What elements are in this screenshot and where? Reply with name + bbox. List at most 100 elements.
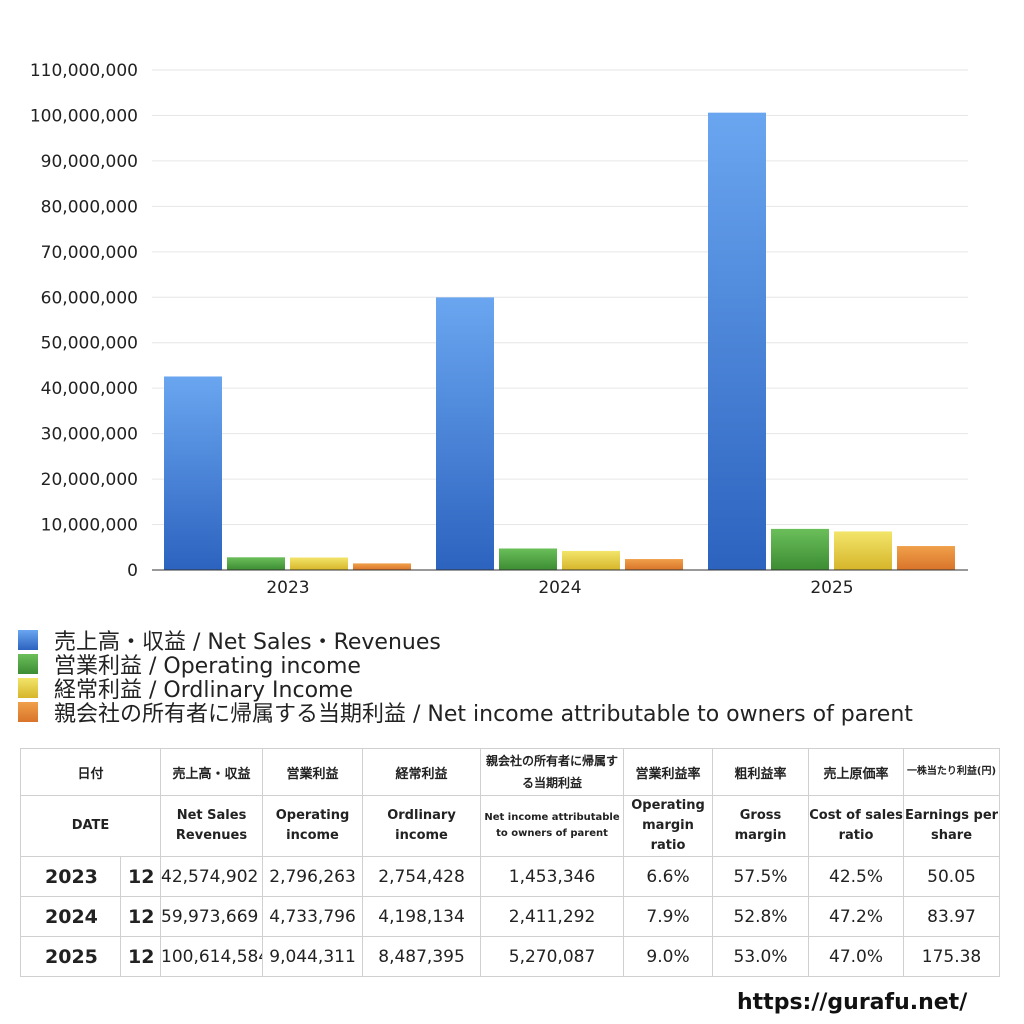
cell-month: 12 — [119, 856, 162, 897]
header-gross-jp: 粗利益率 — [712, 748, 810, 796]
cell-op-ratio: 6.6% — [623, 856, 714, 897]
cell-gross: 52.8% — [712, 896, 810, 937]
cell-year: 2025 — [20, 936, 121, 977]
bar-2025-series-0 — [708, 112, 766, 570]
legend-swatch-sales — [18, 630, 38, 650]
header-date-jp: 日付 — [19, 748, 162, 796]
cell-cost: 47.0% — [808, 936, 905, 977]
legend-swatch-net-income — [18, 702, 38, 722]
cell-sales: 100,614,584 — [160, 936, 264, 977]
legend: 売上高・収益 / Net Sales・Revenues 営業利益 / Opera… — [18, 628, 1018, 727]
y-tick-label: 20,000,000 — [41, 470, 138, 490]
cell-op: 4,733,796 — [262, 896, 364, 937]
bar-2024-series-0 — [436, 297, 494, 570]
cell-year: 2024 — [20, 896, 121, 937]
table-header-en: DATE Net Sales Revenues Operating income… — [19, 795, 1001, 857]
legend-item-ordinary-income: 経常利益 / Ordlinary Income — [18, 676, 1018, 703]
y-tick-label: 10,000,000 — [41, 516, 138, 536]
x-tick-label: 2025 — [810, 578, 853, 598]
legend-swatch-ordinary-income — [18, 678, 38, 698]
bar-chart: 0 10,000,000 20,000,000 30,000,000 40,000,00… — [30, 61, 968, 598]
bar-2024-series-1 — [499, 548, 557, 570]
table-row: 2025 12 100,614,584 9,044,311 8,487,395 … — [20, 936, 1001, 977]
bar-2025-series-3 — [897, 546, 955, 570]
header-op-ratio-jp: 営業利益率 — [623, 748, 714, 796]
y-tick-label: 60,000,000 — [41, 288, 138, 308]
cell-year: 2023 — [20, 856, 121, 897]
header-ord-en: Ordlinary income — [362, 795, 482, 857]
legend-item-operating-income: 営業利益 / Operating income — [18, 652, 1018, 679]
bar-2023-series-0 — [164, 376, 222, 570]
cell-eps: 50.05 — [903, 856, 1001, 897]
cell-net: 1,453,346 — [480, 856, 625, 897]
bar-2023-series-2 — [290, 557, 348, 570]
table-row: 2024 12 59,973,669 4,733,796 4,198,134 2… — [20, 896, 1001, 937]
legend-item-net-income: 親会社の所有者に帰属する当期利益 / Net income attributab… — [18, 700, 1018, 727]
financial-table: 日付 売上高・収益 営業利益 経常利益 親会社の所有者に帰属する当期利益 営業利… — [19, 748, 1001, 977]
header-date-en: DATE — [19, 795, 162, 857]
x-tick-label: 2023 — [266, 578, 309, 598]
header-sales-en: Net Sales Revenues — [160, 795, 264, 857]
cell-ord: 4,198,134 — [362, 896, 482, 937]
cell-gross: 53.0% — [712, 936, 810, 977]
legend-label-net-income: 親会社の所有者に帰属する当期利益 / Net income attributab… — [54, 702, 913, 727]
y-tick-label: 90,000,000 — [41, 152, 138, 172]
header-cost-en: Cost of sales ratio — [808, 795, 905, 857]
bars — [164, 112, 955, 570]
header-op-en: Operating income — [262, 795, 364, 857]
header-eps-jp: 一株当たり利益(円) — [903, 748, 1001, 796]
site-url[interactable]: https://gurafu.net/ — [737, 990, 968, 1015]
cell-net: 5,270,087 — [480, 936, 625, 977]
legend-label-sales: 売上高・収益 / Net Sales・Revenues — [54, 630, 441, 655]
legend-item-sales: 売上高・収益 / Net Sales・Revenues — [18, 628, 1018, 655]
cell-cost: 47.2% — [808, 896, 905, 937]
header-eps-en: Earnings per share — [903, 795, 1001, 857]
bar-2023-series-1 — [227, 557, 285, 570]
y-tick-label: 80,000,000 — [41, 197, 138, 217]
header-net-en: Net income attributable to owners of par… — [480, 795, 625, 857]
cell-ord: 2,754,428 — [362, 856, 482, 897]
y-tick-label: 110,000,000 — [30, 61, 138, 81]
header-cost-jp: 売上原価率 — [808, 748, 905, 796]
y-tick-label: 0 — [127, 561, 138, 581]
cell-op-ratio: 7.9% — [623, 896, 714, 937]
cell-net: 2,411,292 — [480, 896, 625, 937]
bar-2023-series-3 — [353, 563, 411, 570]
header-ord-jp: 経常利益 — [362, 748, 482, 796]
bar-2024-series-3 — [625, 559, 683, 570]
cell-sales: 42,574,902 — [160, 856, 264, 897]
header-sales-jp: 売上高・収益 — [160, 748, 264, 796]
bar-2025-series-2 — [834, 531, 892, 570]
header-op-ratio-en: Operating margin ratio — [623, 795, 714, 857]
header-op-jp: 営業利益 — [262, 748, 364, 796]
y-tick-label: 100,000,000 — [30, 106, 138, 126]
cell-op: 2,796,263 — [262, 856, 364, 897]
header-gross-en: Gross margin — [712, 795, 810, 857]
x-tick-label: 2024 — [538, 578, 581, 598]
cell-op-ratio: 9.0% — [623, 936, 714, 977]
cell-sales: 59,973,669 — [160, 896, 264, 937]
cell-month: 12 — [119, 936, 162, 977]
table-row: 2023 12 42,574,902 2,796,263 2,754,428 1… — [20, 856, 1001, 897]
y-tick-label: 70,000,000 — [41, 243, 138, 263]
bar-2024-series-2 — [562, 550, 620, 570]
bar-2025-series-1 — [771, 528, 829, 570]
legend-label-ordinary-income: 経常利益 / Ordlinary Income — [54, 678, 353, 703]
cell-ord: 8,487,395 — [362, 936, 482, 977]
y-tick-label: 30,000,000 — [41, 425, 138, 445]
cell-gross: 57.5% — [712, 856, 810, 897]
cell-op: 9,044,311 — [262, 936, 364, 977]
gridlines — [152, 69, 968, 526]
y-axis-ticks: 0 10,000,000 20,000,000 30,000,000 40,000,00… — [30, 61, 138, 581]
y-tick-label: 50,000,000 — [41, 334, 138, 354]
cell-eps: 83.97 — [903, 896, 1001, 937]
x-axis-ticks: 2023 2024 2025 — [266, 578, 853, 598]
header-net-jp: 親会社の所有者に帰属する当期利益 — [480, 748, 625, 796]
y-tick-label: 40,000,000 — [41, 379, 138, 399]
cell-eps: 175.38 — [903, 936, 1001, 977]
cell-month: 12 — [119, 896, 162, 937]
table-header-jp: 日付 売上高・収益 営業利益 経常利益 親会社の所有者に帰属する当期利益 営業利… — [19, 748, 1001, 796]
legend-swatch-operating-income — [18, 654, 38, 674]
legend-label-operating-income: 営業利益 / Operating income — [54, 654, 361, 679]
cell-cost: 42.5% — [808, 856, 905, 897]
